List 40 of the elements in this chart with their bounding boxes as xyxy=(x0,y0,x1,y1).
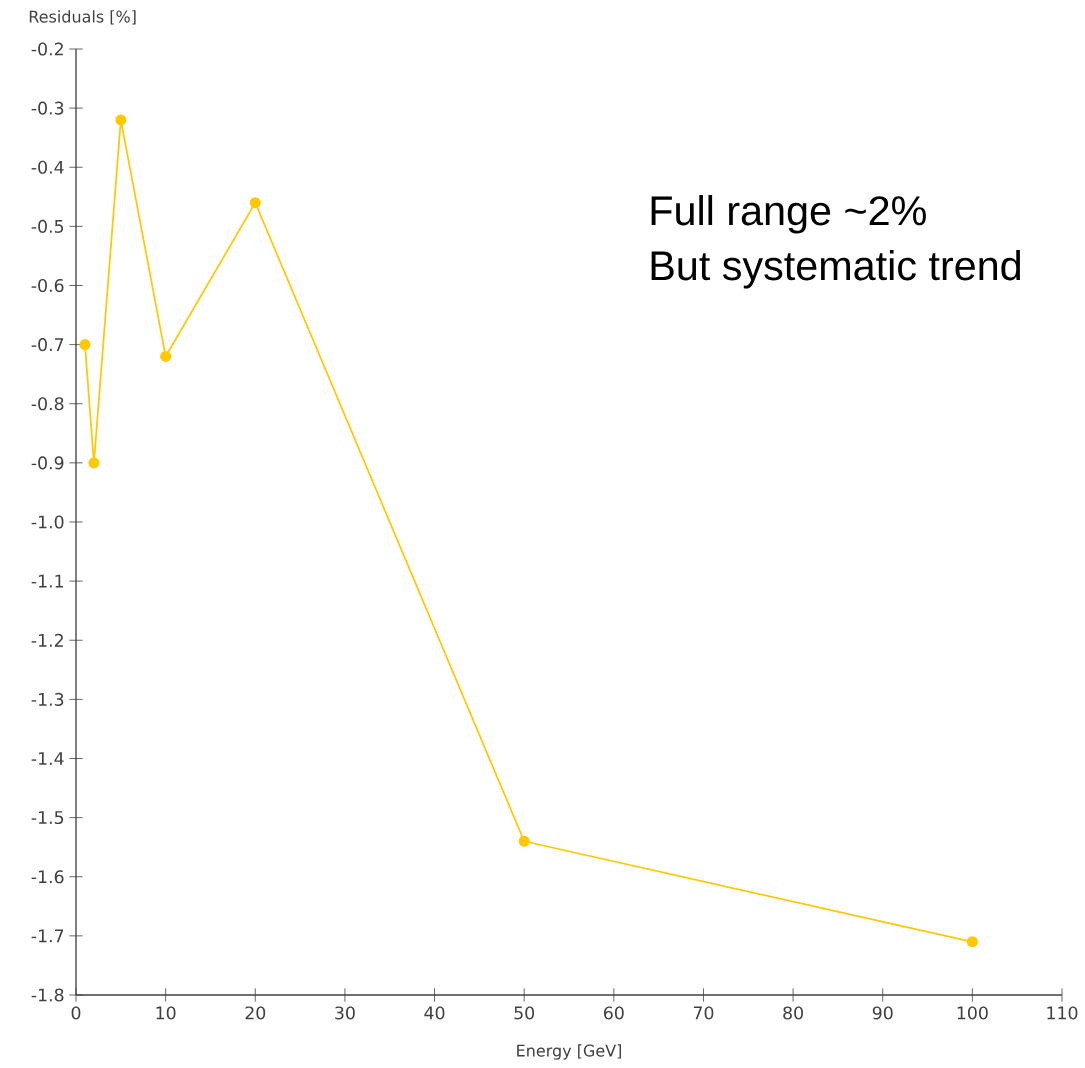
x-tick-label: 20 xyxy=(245,1006,266,1020)
x-tick-label: 60 xyxy=(604,1006,624,1020)
point xyxy=(518,835,530,847)
point xyxy=(79,339,91,351)
y-tick-label: -1.2 xyxy=(31,633,63,647)
point xyxy=(115,114,127,126)
y-tick-label: -1.1 xyxy=(31,574,64,588)
point xyxy=(966,936,978,948)
x-tick-label: 40 xyxy=(424,1006,445,1020)
point xyxy=(160,350,172,362)
x-axis-title: Energy [GeV] xyxy=(517,1044,622,1060)
x-tick-label: 90 xyxy=(872,1006,893,1020)
annotation: Full range ~2% xyxy=(651,195,926,234)
y-tick-label: -0.7 xyxy=(31,338,64,352)
y-tick-label: -0.9 xyxy=(31,456,64,470)
point xyxy=(88,457,100,469)
y-tick-label: -1.7 xyxy=(31,929,64,943)
y-tick-label: -0.3 xyxy=(31,101,64,115)
y-tick-label: -0.6 xyxy=(31,278,64,293)
x-tick-label: 80 xyxy=(783,1006,803,1020)
y-tick-label: -1.5 xyxy=(31,811,64,825)
x-tick-label: 10 xyxy=(156,1006,176,1020)
x-tick-label: 50 xyxy=(514,1006,535,1020)
y-tick-label: -0.5 xyxy=(31,219,64,233)
x-tick-label: 70 xyxy=(693,1006,714,1020)
annotation: But systematic trend xyxy=(651,250,1021,289)
y-tick-label: -0.4 xyxy=(31,160,64,174)
point xyxy=(249,197,261,209)
y-tick-label: -0.2 xyxy=(31,42,63,56)
x-tick-label: 110 xyxy=(1047,1006,1078,1020)
x-tick-label: 100 xyxy=(957,1006,988,1020)
x-tick-label: 0 xyxy=(71,1006,81,1020)
y-tick-label: -1.8 xyxy=(31,988,64,1002)
y-tick-label: -1.3 xyxy=(31,692,64,706)
x-tick-label: 30 xyxy=(335,1006,355,1020)
y-tick-label: -1.4 xyxy=(31,752,64,765)
y-tick-label: -0.8 xyxy=(31,397,64,411)
y-tick-label: -1.0 xyxy=(31,515,64,529)
y-tick-label: -1.6 xyxy=(31,870,64,884)
y-axis-title: Residuals [%] xyxy=(29,10,136,25)
